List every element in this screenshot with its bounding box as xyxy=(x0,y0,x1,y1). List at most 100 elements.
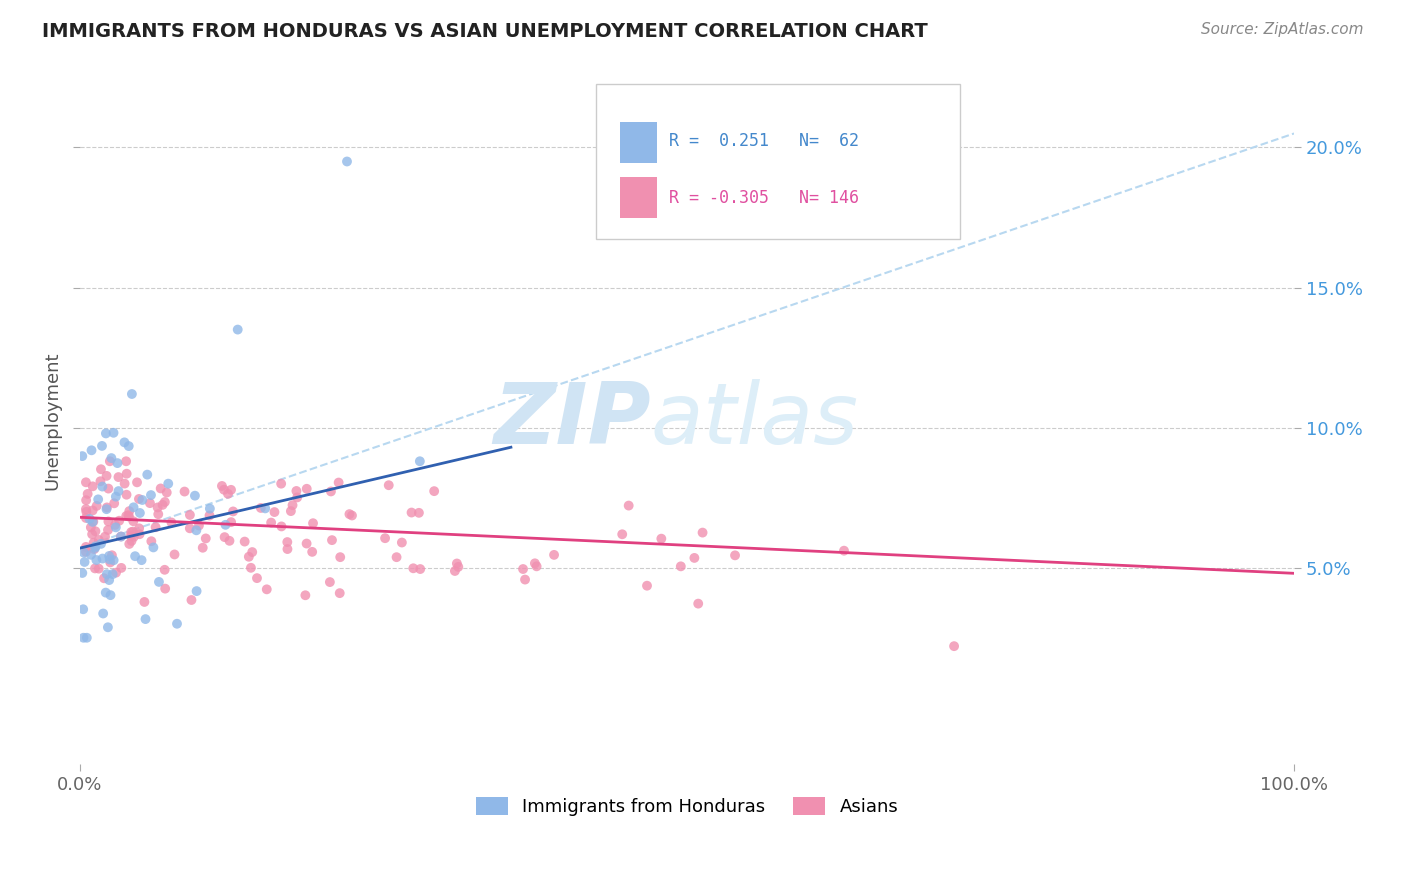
Point xyxy=(75,502,97,516)
Point xyxy=(115,454,138,468)
Point xyxy=(134,595,156,609)
Point xyxy=(523,557,546,571)
Point xyxy=(683,550,706,565)
Point xyxy=(295,536,318,550)
Point xyxy=(114,476,136,491)
Point xyxy=(101,567,124,582)
Point xyxy=(110,529,132,543)
Point xyxy=(128,521,150,535)
Text: Source: ZipAtlas.com: Source: ZipAtlas.com xyxy=(1201,22,1364,37)
Point xyxy=(96,468,118,483)
Point xyxy=(96,502,118,516)
Point xyxy=(115,488,138,502)
Point xyxy=(160,516,183,530)
Point xyxy=(222,504,245,518)
Point xyxy=(943,639,966,653)
Point xyxy=(136,467,159,482)
Point xyxy=(186,584,208,599)
Point xyxy=(115,508,138,523)
Point xyxy=(72,566,94,580)
Point xyxy=(276,535,298,549)
Point xyxy=(832,543,855,558)
Point xyxy=(103,425,125,440)
Point xyxy=(94,530,117,544)
Point xyxy=(117,508,139,523)
Point xyxy=(374,531,396,545)
Point xyxy=(101,548,124,562)
Point xyxy=(91,551,114,566)
Point xyxy=(156,485,179,500)
FancyBboxPatch shape xyxy=(596,85,960,239)
Point xyxy=(75,475,97,490)
Point xyxy=(233,534,256,549)
Point xyxy=(173,484,195,499)
Point xyxy=(84,524,107,539)
Point xyxy=(100,451,122,466)
Text: R =  0.251   N=  62: R = 0.251 N= 62 xyxy=(669,132,859,150)
Point xyxy=(98,573,121,587)
Point xyxy=(98,555,121,569)
Point xyxy=(198,501,221,516)
Point xyxy=(91,479,114,493)
Point xyxy=(153,582,176,596)
Point xyxy=(447,560,470,574)
Point xyxy=(76,487,98,501)
Point xyxy=(218,533,240,548)
Point xyxy=(636,579,658,593)
Point xyxy=(80,443,103,458)
Point xyxy=(134,612,156,626)
Point xyxy=(692,525,714,540)
Point xyxy=(75,511,97,525)
Point xyxy=(96,567,118,582)
Point xyxy=(120,525,142,540)
Point xyxy=(211,479,233,493)
Point xyxy=(72,602,94,616)
Point xyxy=(97,482,120,496)
Point xyxy=(238,549,260,564)
Point xyxy=(142,541,165,555)
Point xyxy=(377,478,399,492)
Point xyxy=(121,387,143,401)
Point xyxy=(219,483,242,497)
Legend: Immigrants from Honduras, Asians: Immigrants from Honduras, Asians xyxy=(468,789,905,823)
FancyBboxPatch shape xyxy=(620,177,657,219)
Point xyxy=(152,498,174,512)
Point xyxy=(294,588,316,602)
Point xyxy=(263,505,285,519)
Point xyxy=(339,507,361,521)
Point xyxy=(319,575,342,590)
Point xyxy=(148,574,170,589)
Point xyxy=(512,562,534,576)
Point xyxy=(329,550,352,565)
Point xyxy=(94,426,117,441)
Point xyxy=(86,553,108,567)
Text: ZIP: ZIP xyxy=(494,379,651,462)
Point xyxy=(118,537,141,551)
Point xyxy=(295,482,318,496)
Point xyxy=(90,462,112,476)
Point xyxy=(83,542,105,557)
Point xyxy=(94,585,117,599)
Point xyxy=(260,516,283,530)
Point xyxy=(166,616,188,631)
Point xyxy=(149,482,172,496)
Point xyxy=(103,496,125,510)
Point xyxy=(409,562,432,576)
Point xyxy=(121,533,143,548)
Point xyxy=(179,521,201,535)
Point xyxy=(214,530,236,544)
Point xyxy=(90,537,112,551)
Point xyxy=(617,499,640,513)
Point xyxy=(87,492,110,507)
Point xyxy=(86,499,108,513)
Point xyxy=(198,508,221,523)
Point xyxy=(409,454,432,468)
Point xyxy=(118,509,141,524)
Point xyxy=(184,489,207,503)
Point xyxy=(118,504,141,518)
FancyBboxPatch shape xyxy=(620,122,657,163)
Point xyxy=(98,549,121,563)
Point xyxy=(139,488,162,502)
Point xyxy=(423,484,446,499)
Point xyxy=(120,529,142,543)
